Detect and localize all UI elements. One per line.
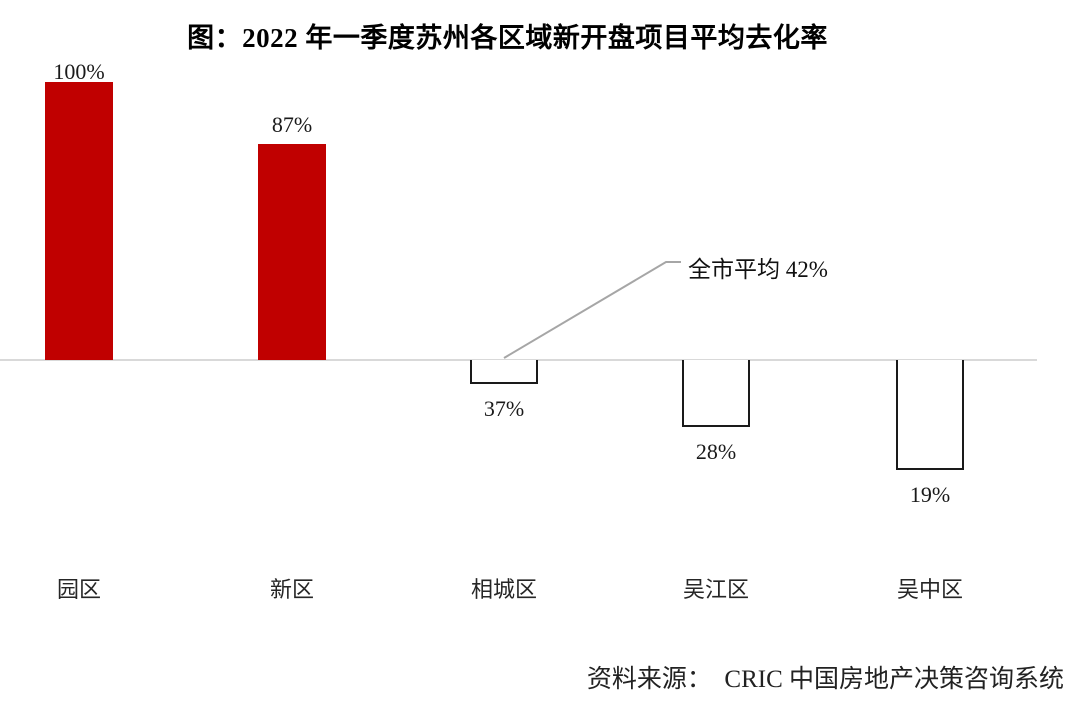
value-label-吴中区: 19% <box>909 482 951 508</box>
value-label-新区: 87% <box>271 112 313 137</box>
chart-title: 图：2022 年一季度苏州各区域新开盘项目平均去化率 <box>187 23 828 53</box>
category-label-新区: 新区 <box>269 577 314 602</box>
bar-吴江区 <box>682 360 750 428</box>
value-label-园区: 100% <box>53 59 105 84</box>
value-label-吴江区: 28% <box>695 439 737 465</box>
category-label-吴江区: 吴江区 <box>682 577 749 602</box>
leader-polyline <box>503 261 681 359</box>
category-label-相城区: 相城区 <box>470 577 537 602</box>
source-note: 资料来源： CRIC 中国房地产决策咨询系统 <box>586 666 1064 693</box>
baseline-annotation: 全市平均 42% <box>688 257 828 282</box>
bar-新区 <box>258 144 326 360</box>
bar-园区 <box>45 81 113 360</box>
bar-吴中区 <box>896 360 964 471</box>
value-label-相城区: 37% <box>483 396 525 421</box>
category-label-吴中区: 吴中区 <box>896 577 963 602</box>
category-label-园区: 园区 <box>56 577 101 602</box>
bar-相城区 <box>470 360 538 384</box>
